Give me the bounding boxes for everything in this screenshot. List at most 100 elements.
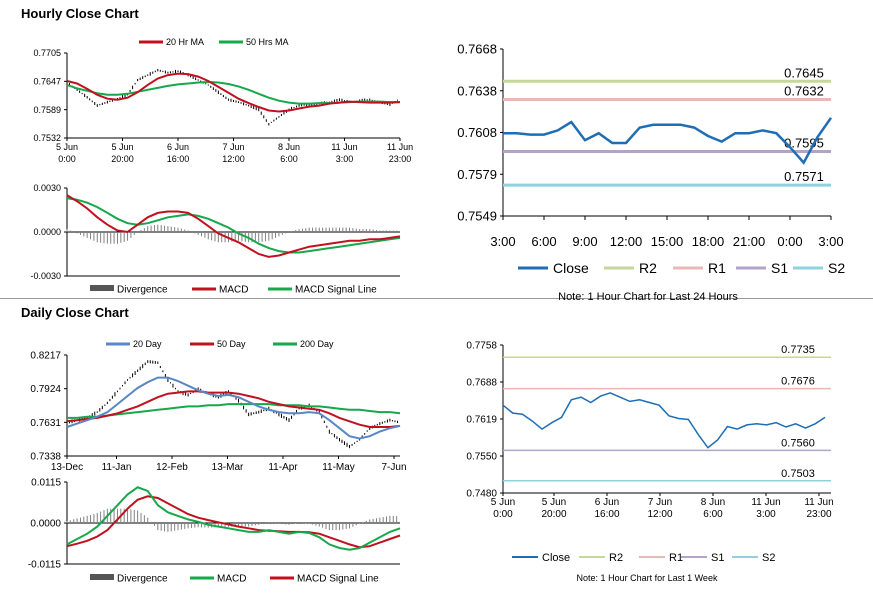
hourly-24h-close-line: [503, 117, 833, 165]
week-1h-level-label: 0.7735: [781, 344, 815, 356]
hourly-price-x-tick-label: 8 Jun: [278, 142, 300, 152]
week-1h-y-tick-label: 0.7688: [466, 378, 497, 389]
hourly-macd-y-tick-label: -0.0030: [30, 271, 61, 281]
daily-200day-ma-line: [67, 403, 401, 419]
daily-section-title: Daily Close Chart: [21, 305, 129, 320]
hourly-price-legend-label: 20 Hr MA: [166, 37, 204, 47]
daily-price-x-tick-label: 13-Mar: [212, 462, 244, 473]
week-1h-x-tick-label: 5 Jun: [491, 497, 515, 508]
hourly-price-y-tick-label: 0.7705: [33, 48, 61, 58]
hourly-macd-legend-label: MACD: [219, 285, 248, 296]
hourly-price-x-tick-label: 11 Jun: [331, 142, 357, 152]
hourly-24h-legend-label: S1: [771, 260, 788, 276]
week-1h-level-label: 0.7560: [781, 437, 815, 449]
daily-price-legend-label: 20 Day: [133, 339, 162, 349]
hourly-24h-level-label: 0.7632: [784, 84, 824, 99]
daily-20day-ma-line: [66, 376, 401, 440]
week-1h-y-tick-label: 0.7619: [466, 415, 497, 426]
hourly-24h-y-tick-label: 0.7549: [457, 209, 497, 224]
week-1h-x-tick-label: 20:00: [541, 509, 566, 520]
week-1h-x-tick-label: 5 Jun: [542, 497, 566, 508]
daily-price-x-tick-label: 11-May: [322, 462, 355, 473]
hourly-24h-x-tick-label: 0:00: [777, 234, 802, 249]
hourly-macd-y-tick-label: 0.0030: [33, 183, 61, 193]
daily-macd-signal-line: [66, 495, 401, 549]
hourly-24h-legend-label: R1: [708, 260, 726, 276]
hourly-24h-y-tick-label: 0.7638: [457, 83, 497, 98]
hourly-price-x-tick-label: 7 Jun: [222, 142, 244, 152]
hourly-24h-level-label: 0.7645: [784, 65, 824, 80]
hourly-24h-legend-label: R2: [639, 260, 657, 276]
hourly-24h-y-tick-label: 0.7668: [457, 42, 497, 57]
week-1h-legend-label: R2: [609, 552, 623, 564]
week-1h-x-tick-label: 6:00: [703, 509, 723, 520]
week-1h-y-tick-label: 0.7550: [466, 452, 497, 463]
hourly-24h-level-label: 0.7571: [784, 169, 824, 184]
hourly-price-y-tick-label: 0.7589: [33, 105, 61, 115]
week-1h-x-tick-label: 16:00: [594, 509, 619, 520]
hourly-24h-y-tick-label: 0.7608: [457, 125, 497, 140]
hourly-24h-level-label: 0.7595: [784, 135, 824, 150]
daily-50day-ma-line: [66, 390, 401, 428]
hourly-24h-y-tick-label: 0.7579: [457, 167, 497, 182]
hourly-24h-x-tick-label: 18:00: [692, 234, 725, 249]
week-1h-level-label: 0.7676: [781, 376, 815, 388]
hourly-24h-x-tick-label: 12:00: [610, 234, 643, 249]
hourly-24h-x-tick-label: 6:00: [531, 234, 556, 249]
hourly-price-x-tick-label: 20:00: [111, 154, 134, 164]
week-1h-level-label: 0.7503: [781, 468, 815, 480]
week-1h-legend-label: R1: [669, 552, 683, 564]
hourly-24h-x-tick-label: 3:00: [818, 234, 843, 249]
hourly-price-x-tick-label: 6 Jun: [167, 142, 189, 152]
daily-price-legend-label: 50 Day: [217, 339, 246, 349]
week-1h-x-tick-label: 11 Jun: [751, 497, 780, 508]
daily-price-x-tick-label: 13-Dec: [51, 462, 83, 473]
daily-macd-legend-swatch: [90, 574, 114, 580]
section-divider: [0, 298, 873, 299]
daily-macd-legend-label: MACD Signal Line: [297, 574, 379, 585]
daily-price-x-tick-label: 7-Jun: [381, 462, 406, 473]
daily-price-y-tick-label: 0.7338: [30, 452, 61, 463]
daily-price-y-tick-label: 0.8217: [30, 351, 61, 362]
hourly-price-x-tick-label: 5 Jun: [111, 142, 133, 152]
hourly-price-x-tick-label: 12:00: [222, 154, 245, 164]
week-1h-y-tick-label: 0.7480: [466, 489, 497, 500]
week-1h-x-tick-label: 7 Jun: [648, 497, 672, 508]
week-1h-legend-label: Close: [542, 552, 570, 564]
hourly-24h-x-tick-label: 21:00: [733, 234, 766, 249]
hourly-20hr-ma-line: [66, 72, 401, 113]
hourly-24h-x-tick-label: 15:00: [651, 234, 684, 249]
hourly-price-x-tick-label: 11 Jun: [387, 142, 413, 152]
daily-price-x-tick-label: 11-Apr: [268, 462, 298, 473]
hourly-section-title: Hourly Close Chart: [21, 6, 139, 21]
hourly-macd-legend-label: MACD Signal Line: [295, 285, 377, 296]
week-1h-note: Note: 1 Hour Chart for Last 1 Week: [577, 573, 718, 583]
week-1h-x-tick-label: 12:00: [647, 509, 672, 520]
hourly-price-y-tick-label: 0.7647: [33, 76, 61, 86]
hourly-price-x-tick-label: 0:00: [58, 154, 76, 164]
daily-macd-legend-label: Divergence: [117, 574, 168, 585]
daily-macd-y-tick-label: 0.0115: [31, 478, 61, 489]
daily-price-legend-label: 200 Day: [300, 339, 334, 349]
hourly-24h-x-tick-label: 3:00: [490, 234, 515, 249]
hourly-price-x-tick-label: 23:00: [389, 154, 412, 164]
hourly-price-x-tick-label: 5 Jun: [56, 142, 78, 152]
daily-price-x-tick-label: 12-Feb: [156, 462, 188, 473]
hourly-macd-signal-line: [66, 197, 401, 254]
hourly-price-y-tick-label: 0.7532: [33, 133, 61, 143]
hourly-price-x-tick-label: 6:00: [280, 154, 298, 164]
daily-macd-y-tick-label: -0.0115: [28, 560, 62, 571]
week-1h-legend-label: S2: [762, 552, 775, 564]
week-1h-x-tick-label: 6 Jun: [595, 497, 619, 508]
hourly-price-legend-label: 50 Hrs MA: [246, 37, 289, 47]
hourly-price-x-tick-label: 3:00: [336, 154, 354, 164]
daily-macd-y-tick-label: 0.0000: [30, 519, 61, 530]
week-1h-x-tick-label: 3:00: [756, 509, 776, 520]
hourly-24h-legend-label: S2: [828, 260, 845, 276]
daily-macd-line: [66, 486, 401, 551]
week-1h-x-tick-label: 8 Jun: [701, 497, 725, 508]
week-1h-legend-label: S1: [711, 552, 724, 564]
daily-price-x-tick-label: 11-Jan: [102, 462, 132, 473]
week-1h-close-line: [502, 392, 826, 449]
